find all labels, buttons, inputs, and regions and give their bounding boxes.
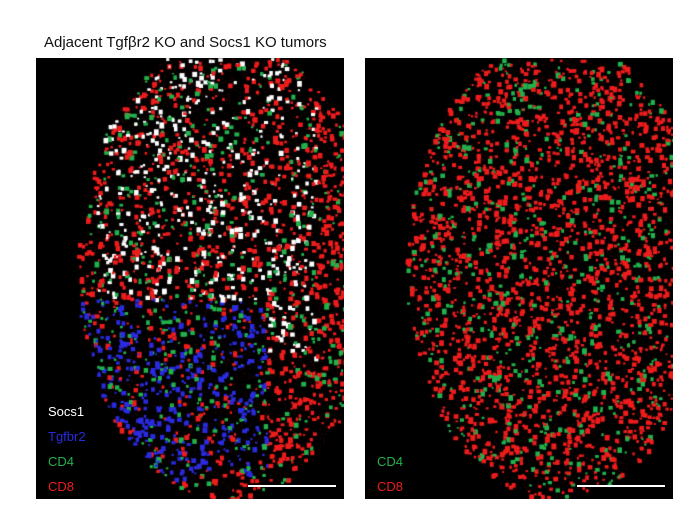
legend-tgfbr2: Tgfbr2: [48, 429, 86, 444]
legend-cd8: CD8: [48, 479, 75, 494]
channel-legend-right: CD4 CD8: [377, 449, 403, 499]
scale-bar-left: [248, 485, 336, 487]
micrograph-left: Socs1 Tgfbr2 CD4 CD8: [36, 58, 344, 499]
legend-cd4: CD4: [377, 454, 404, 469]
micrograph-image-right: [365, 58, 673, 499]
figure-title: Adjacent Tgfβr2 KO and Socs1 KO tumors: [44, 34, 327, 51]
channel-legend-left: Socs1 Tgfbr2 CD4 CD8: [48, 399, 86, 499]
micrograph-right: CD4 CD8: [365, 58, 673, 499]
legend-cd8: CD8: [377, 479, 404, 494]
micrograph-image-left: [36, 58, 344, 499]
legend-cd4: CD4: [48, 454, 75, 469]
scale-bar-right: [577, 485, 665, 487]
legend-socs1: Socs1: [48, 404, 85, 419]
